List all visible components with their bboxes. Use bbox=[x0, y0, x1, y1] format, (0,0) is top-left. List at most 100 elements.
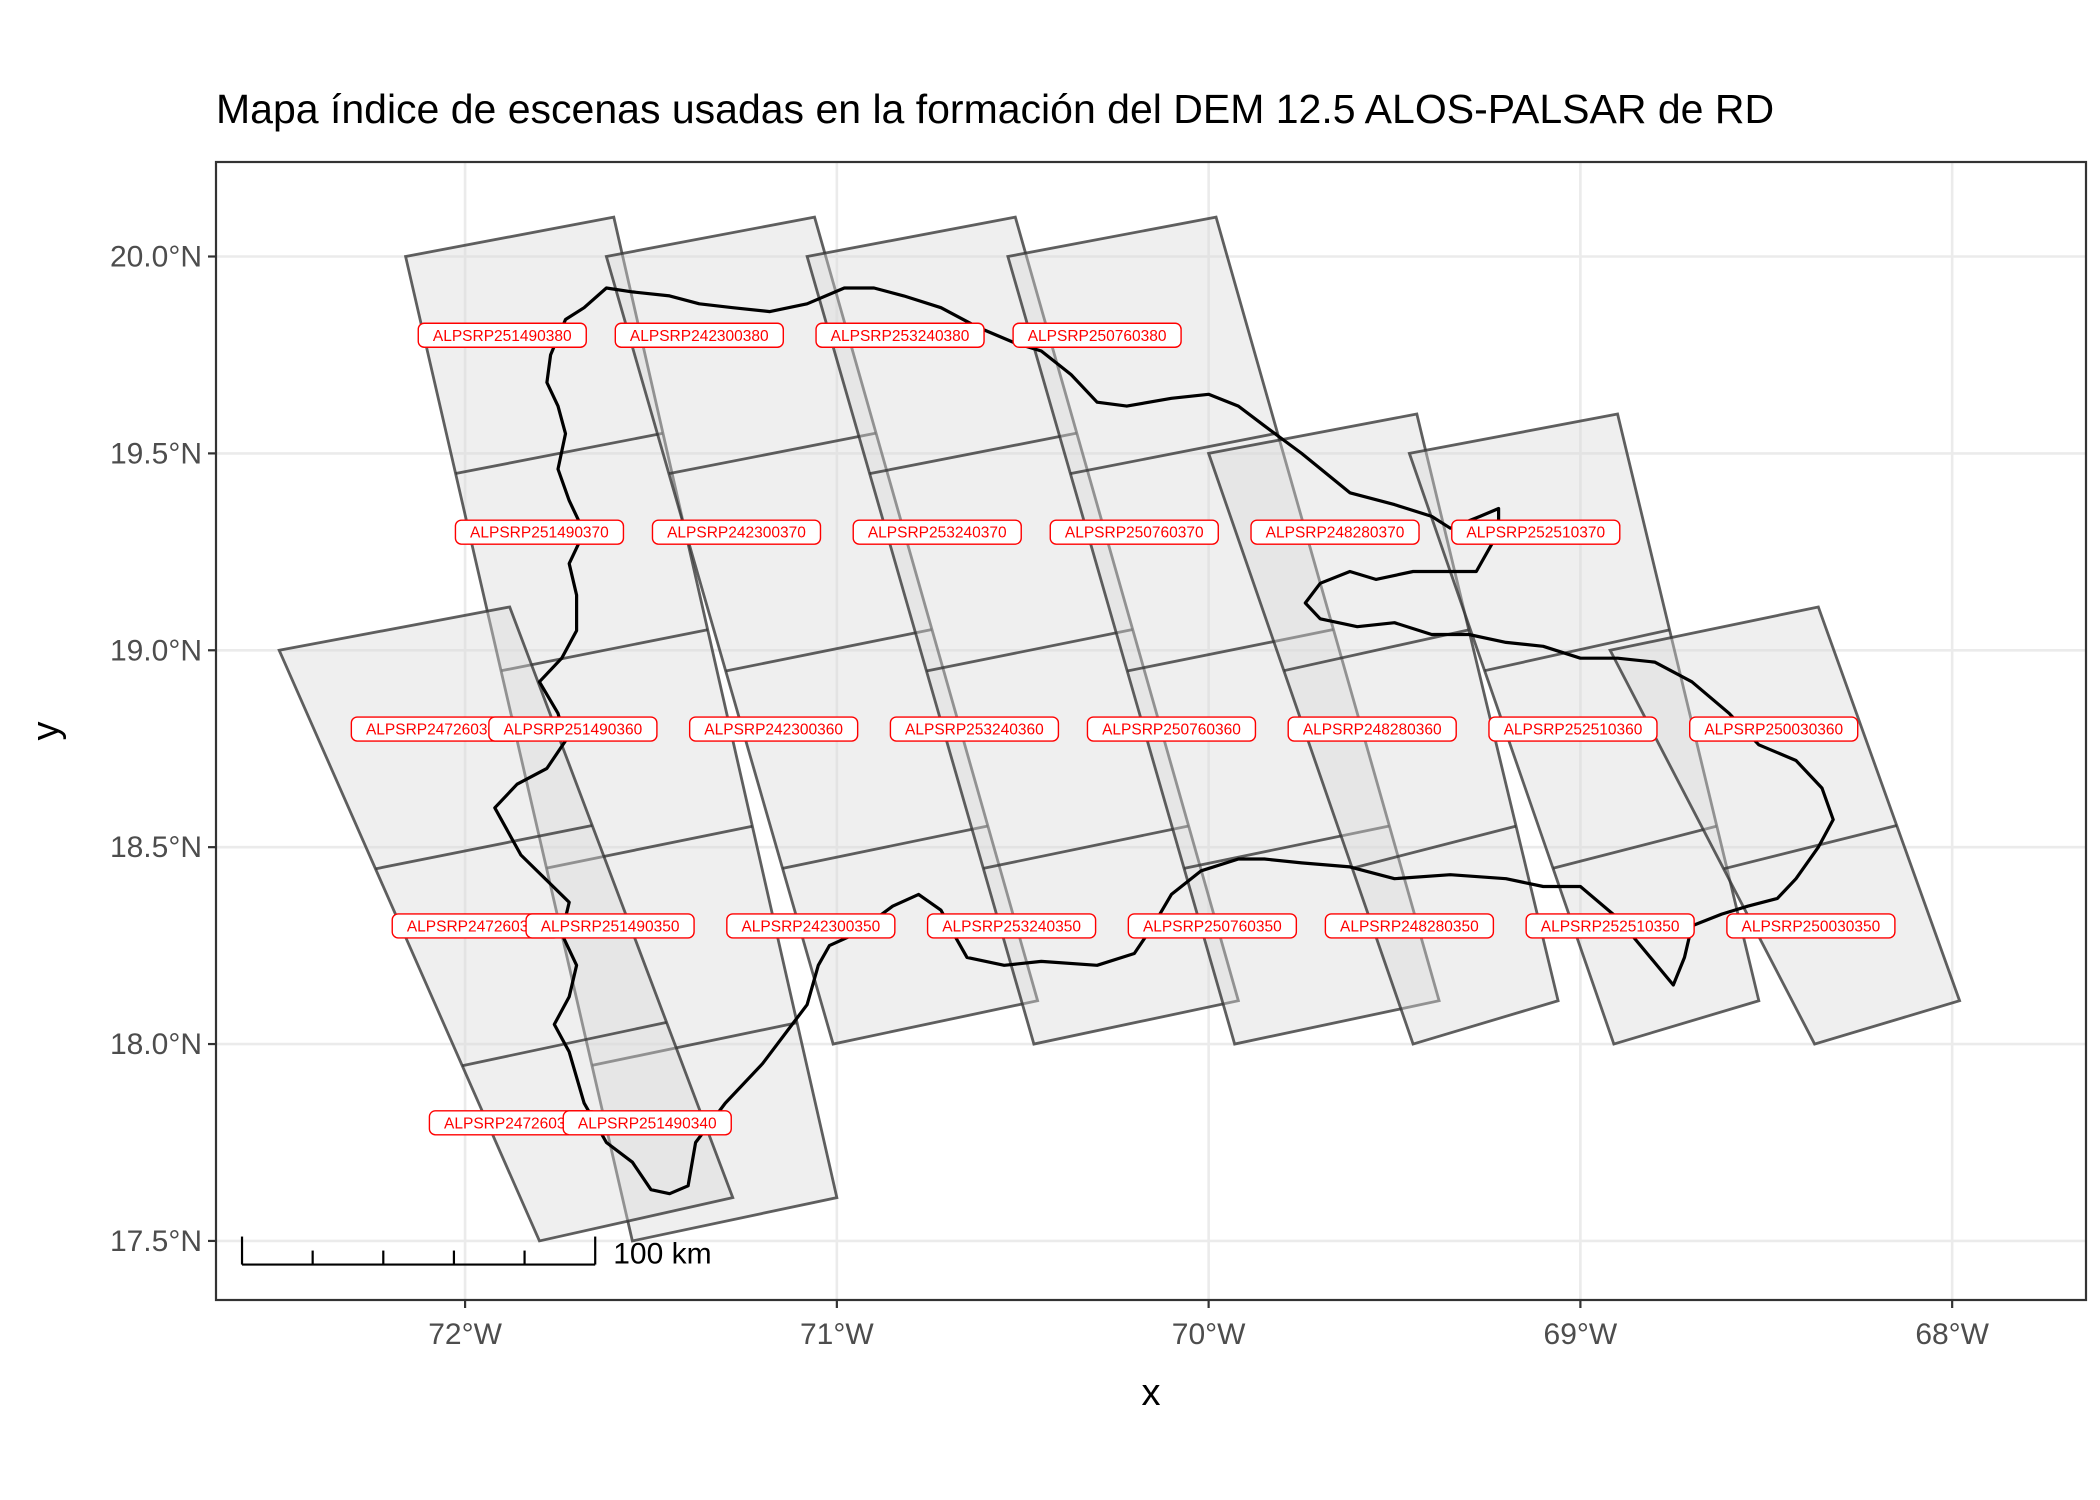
scene-label: ALPSRP250030350 bbox=[1726, 913, 1896, 939]
scale-bar-label: 100 km bbox=[613, 1238, 711, 1271]
y-axis-title: y bbox=[25, 722, 67, 741]
x-tick-label: 71°W bbox=[800, 1318, 874, 1351]
scene-row-divider bbox=[869, 431, 1078, 475]
scene-label: ALPSRP252510350 bbox=[1525, 913, 1695, 939]
scene-label-box bbox=[614, 322, 785, 348]
scene-label: ALPSRP252510360 bbox=[1488, 716, 1658, 742]
scene-label: ALPSRP248280350 bbox=[1324, 913, 1495, 939]
scene-label-box bbox=[1127, 913, 1298, 939]
scene-label: ALPSRP250760380 bbox=[1012, 322, 1182, 348]
scene-row-divider bbox=[983, 824, 1189, 870]
scene-label: ALPSRP253240380 bbox=[815, 322, 985, 348]
scene-label: ALPSRP252510370 bbox=[1451, 519, 1621, 545]
scene-label-text: ALPSRP250760350 bbox=[1143, 918, 1282, 935]
axis-ticks: 72°W 71°W 70°W 69°W 68°W 17.5°N 18.0°N 18.5°N 19… bbox=[110, 241, 1990, 1351]
scene-label-box bbox=[815, 322, 985, 348]
scene-label-text: ALPSRP251490340 bbox=[578, 1115, 717, 1132]
scene-label-text: ALPSRP250760380 bbox=[1028, 328, 1167, 345]
scene-label: ALPSRP251490340 bbox=[562, 1110, 732, 1136]
x-tick-label: 68°W bbox=[1915, 1318, 1989, 1351]
scene-label-box bbox=[651, 519, 822, 545]
scene-label-text: ALPSRP242300370 bbox=[667, 525, 806, 542]
scene-label-text: ALPSRP252510370 bbox=[1466, 525, 1605, 542]
scene-row-divider bbox=[455, 431, 664, 475]
scene-row-divider bbox=[591, 1021, 798, 1067]
scene-label-text: ALPSRP253240360 bbox=[905, 722, 1044, 739]
scene-label-box bbox=[488, 716, 658, 742]
scene-label: ALPSRP250030360 bbox=[1689, 716, 1859, 742]
scene-label: ALPSRP248280360 bbox=[1287, 716, 1457, 742]
scene-label-text: ALPSRP253240380 bbox=[831, 328, 970, 345]
scene-label-box bbox=[1250, 519, 1420, 545]
scene-label-box bbox=[688, 716, 859, 742]
scene-label-box bbox=[562, 1110, 732, 1136]
scene-label-text: ALPSRP251490350 bbox=[541, 918, 680, 935]
scene-label: ALPSRP253240370 bbox=[852, 519, 1022, 545]
x-tick-label: 69°W bbox=[1544, 1318, 1618, 1351]
scene-label-text: ALPSRP248280350 bbox=[1340, 918, 1479, 935]
scene-label-text: ALPSRP248280370 bbox=[1266, 525, 1405, 542]
scene-label-text: ALPSRP253240350 bbox=[942, 918, 1081, 935]
scene-label-box bbox=[417, 322, 587, 348]
scene-label-box bbox=[1726, 913, 1896, 939]
scene-label: ALPSRP242300380 bbox=[614, 322, 785, 348]
scene-label-box bbox=[1451, 519, 1621, 545]
scene-row-divider bbox=[1351, 824, 1517, 870]
scene-label: ALPSRP250760350 bbox=[1127, 913, 1298, 939]
scene-row-divider bbox=[926, 628, 1133, 673]
scene-row-divider bbox=[1283, 628, 1470, 673]
panel-border bbox=[214, 160, 2088, 1302]
y-tick-label: 19.0°N bbox=[110, 634, 202, 667]
scene-label-box bbox=[726, 913, 896, 939]
coastline-layer bbox=[493, 286, 1835, 1196]
scene-label-text: ALPSRP252510350 bbox=[1541, 918, 1680, 935]
scene-row-divider bbox=[782, 824, 989, 870]
scene-label-box bbox=[1049, 519, 1219, 545]
scene-row-divider bbox=[1183, 824, 1390, 870]
scene-label-text: ALPSRP250760360 bbox=[1102, 722, 1241, 739]
scene-label: ALPSRP251490380 bbox=[417, 322, 587, 348]
scene-label: ALPSRP250760360 bbox=[1086, 716, 1257, 742]
scene-labels: ALPSRP251490380 ALPSRP242300380 ALPSRP2532… bbox=[350, 322, 1896, 1136]
scene-label-text: ALPSRP242300350 bbox=[741, 918, 880, 935]
scene-label: ALPSRP242300350 bbox=[726, 913, 896, 939]
scene-label-text: ALPSRP250030350 bbox=[1742, 918, 1881, 935]
scene-label-box bbox=[454, 519, 625, 545]
y-tick-label: 18.5°N bbox=[110, 831, 202, 864]
scene-label-box bbox=[1689, 716, 1859, 742]
scene-label-box bbox=[1324, 913, 1495, 939]
scene-label: ALPSRP253240360 bbox=[889, 716, 1060, 742]
scale-bar: 100 km bbox=[240, 1236, 712, 1271]
scene-row-divider bbox=[668, 431, 877, 475]
scene-label: ALPSRP250760370 bbox=[1049, 519, 1219, 545]
y-tick-label: 19.5°N bbox=[110, 437, 202, 470]
scene-label: ALPSRP251490370 bbox=[454, 519, 625, 545]
scene-label-text: ALPSRP250030360 bbox=[1704, 722, 1843, 739]
scene-label-box bbox=[852, 519, 1022, 545]
scene-row-divider bbox=[1552, 824, 1718, 870]
scene-label-text: ALPSRP247260340 bbox=[444, 1115, 583, 1132]
x-tick-label: 72°W bbox=[428, 1318, 502, 1351]
scene-label-text: ALPSRP247260360 bbox=[366, 722, 505, 739]
scene-label-text: ALPSRP251490380 bbox=[433, 328, 572, 345]
scene-label-box bbox=[1525, 913, 1695, 939]
coastline bbox=[493, 286, 1835, 1196]
scene-label: ALPSRP248280370 bbox=[1250, 519, 1420, 545]
scene-label-box bbox=[1086, 716, 1257, 742]
scene-row-divider bbox=[1070, 431, 1278, 475]
x-tick-label: 70°W bbox=[1172, 1318, 1246, 1351]
scene-label: ALPSRP251490350 bbox=[525, 913, 695, 939]
scene-label-text: ALPSRP251490370 bbox=[470, 525, 609, 542]
scene-row-divider bbox=[725, 628, 933, 673]
scene-label-box bbox=[1488, 716, 1658, 742]
scene-row-divider bbox=[500, 628, 708, 673]
scene-label: ALPSRP247260360 bbox=[350, 716, 521, 742]
scene-label: ALPSRP247260350 bbox=[391, 913, 561, 939]
scene-label-text: ALPSRP252510360 bbox=[1504, 722, 1643, 739]
scene-label-text: ALPSRP250760370 bbox=[1065, 525, 1204, 542]
scene-label: ALPSRP253240350 bbox=[926, 913, 1097, 939]
y-tick-label: 17.5°N bbox=[110, 1225, 202, 1258]
scene-label: ALPSRP251490360 bbox=[488, 716, 658, 742]
scene-label-box bbox=[889, 716, 1060, 742]
